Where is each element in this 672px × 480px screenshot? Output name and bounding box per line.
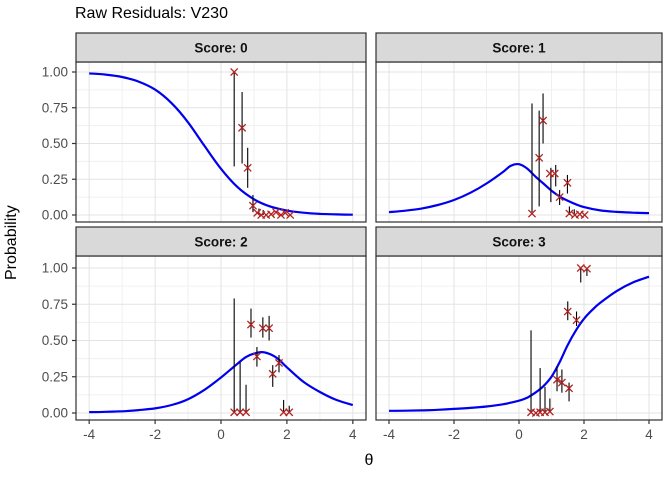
icc-curve (89, 72, 353, 216)
residual-point (271, 208, 281, 217)
y-axis-label: Probability (3, 205, 20, 280)
facet-panel-score-1: Score: 1 (375, 32, 663, 223)
residual-point (276, 210, 286, 220)
y-tick-label: 0.25 (42, 172, 68, 187)
residual-point (230, 408, 239, 417)
residual-point (268, 369, 277, 378)
residual-point (258, 324, 267, 333)
x-tick-label: -4 (83, 427, 95, 442)
residual-point (552, 375, 562, 384)
residual-point (265, 324, 274, 333)
residual-point (243, 163, 252, 172)
icc-curve (388, 162, 650, 215)
residual-point (248, 201, 258, 210)
facet-strip (375, 32, 663, 63)
facet-panel-score-3: Score: 3 (375, 226, 663, 421)
residual-point (582, 264, 591, 273)
x-tick-label: 4 (349, 427, 357, 442)
x-tick-label: -4 (383, 427, 395, 442)
x-tick-label: 4 (645, 427, 653, 442)
residual-point (555, 193, 564, 202)
residual-segments (233, 298, 290, 413)
axis-ticks-and-labels: -4 -2 0 2 4 -4 -2 0 2 4 0.00 0.25 0.50 0.75 1.00 0.00 0.… (42, 65, 654, 443)
residual-point (252, 352, 261, 361)
y-tick-label: 0.25 (42, 369, 68, 384)
y-tick-label: 0.75 (42, 297, 68, 312)
residual-point (281, 208, 290, 217)
y-tick-label: 0.50 (42, 333, 68, 348)
residual-point (545, 407, 554, 416)
residual-points (527, 116, 589, 220)
y-tick-label: 1.00 (42, 261, 68, 276)
icc-curve (89, 350, 354, 414)
y-tick-label: 0.50 (42, 136, 68, 151)
y-tick-label: 0.00 (42, 406, 68, 421)
facet-panel-score-2: Score: 2 (75, 226, 367, 421)
x-tick-label: 2 (580, 427, 588, 442)
facet-strip (375, 226, 663, 257)
grid-lines (76, 256, 366, 420)
y-tick-label: 0.75 (42, 100, 68, 115)
facet-strip (75, 226, 367, 257)
residual-point (246, 320, 256, 329)
residual-point (238, 123, 247, 132)
residual-points (230, 67, 295, 220)
grid-lines (376, 256, 662, 420)
icc-curve (388, 275, 650, 412)
residual-point (241, 408, 251, 417)
residual-point (572, 316, 581, 325)
residual-point (535, 153, 544, 162)
residual-point (563, 307, 572, 316)
x-axis-label: θ (364, 452, 374, 469)
grid-lines (376, 62, 662, 222)
facet-strip (75, 32, 367, 63)
x-tick-label: 2 (283, 427, 291, 442)
residual-point (253, 208, 262, 217)
residual-point (230, 67, 239, 77)
residual-point (527, 209, 537, 218)
residual-point (564, 384, 574, 393)
x-tick-label: 0 (217, 427, 225, 442)
residual-point (538, 116, 548, 125)
facet-strip-label: Score: 3 (492, 235, 546, 250)
residual-point (236, 408, 245, 417)
residual-segments (530, 268, 588, 413)
residual-points (526, 263, 591, 418)
facet-panel-score-0: Score: 0 (75, 32, 367, 223)
x-tick-label: -2 (149, 427, 161, 442)
chart-title: Raw Residuals: V230 (75, 5, 228, 22)
residual-points (230, 320, 294, 417)
residual-point (557, 378, 566, 387)
facet-strip-label: Score: 0 (194, 41, 247, 56)
residual-point (550, 169, 559, 178)
y-tick-label: 0.00 (42, 208, 68, 223)
y-tick-label: 1.00 (42, 65, 68, 80)
residual-point (267, 210, 276, 219)
residual-point (274, 358, 284, 368)
residual-point (563, 178, 572, 187)
residual-point (285, 408, 294, 417)
residual-point (580, 210, 589, 220)
x-tick-label: -2 (448, 427, 460, 442)
x-tick-label: 0 (515, 427, 523, 442)
facet-strip-label: Score: 2 (194, 235, 247, 250)
facet-strip-label: Score: 1 (492, 41, 546, 56)
residual-point (286, 210, 295, 220)
grid-lines (76, 62, 366, 222)
